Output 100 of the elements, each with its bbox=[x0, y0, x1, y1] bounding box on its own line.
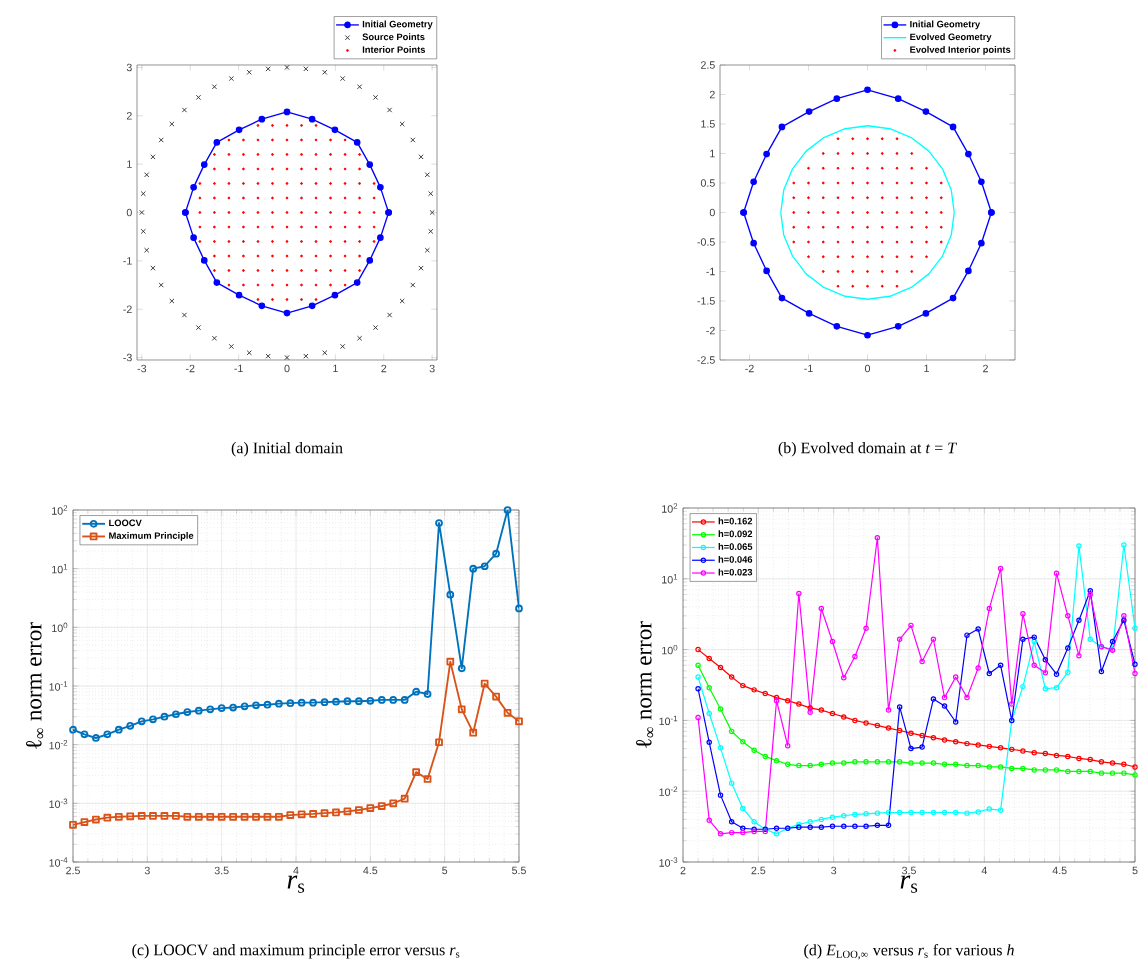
point bbox=[377, 184, 384, 191]
point bbox=[919, 760, 925, 766]
point bbox=[896, 636, 903, 643]
point bbox=[340, 343, 346, 350]
point bbox=[1065, 613, 1071, 619]
point bbox=[169, 298, 175, 304]
point bbox=[1098, 668, 1105, 675]
point bbox=[303, 66, 309, 72]
point bbox=[997, 662, 1004, 669]
point bbox=[894, 95, 902, 103]
point bbox=[1065, 645, 1071, 651]
legend-label: LOOCV bbox=[109, 519, 142, 527]
point bbox=[428, 228, 434, 235]
point bbox=[400, 696, 409, 704]
point bbox=[874, 822, 881, 829]
point bbox=[841, 813, 847, 819]
point bbox=[1042, 767, 1049, 773]
point bbox=[1042, 750, 1049, 757]
point bbox=[975, 626, 981, 632]
point bbox=[964, 632, 970, 638]
y-tick-label: 1 bbox=[710, 149, 715, 158]
point bbox=[978, 178, 985, 186]
point bbox=[217, 704, 226, 713]
point bbox=[389, 799, 398, 808]
point bbox=[322, 350, 328, 356]
point bbox=[908, 730, 914, 737]
point bbox=[1042, 657, 1049, 663]
point bbox=[386, 312, 393, 318]
point bbox=[762, 753, 769, 760]
point bbox=[908, 760, 914, 766]
point bbox=[919, 809, 925, 816]
point bbox=[885, 759, 892, 765]
point bbox=[717, 792, 724, 798]
point bbox=[283, 309, 291, 317]
point bbox=[286, 811, 295, 820]
point bbox=[773, 825, 780, 832]
point bbox=[784, 698, 791, 704]
point bbox=[366, 161, 374, 169]
point bbox=[235, 291, 243, 299]
point bbox=[964, 810, 970, 816]
point bbox=[412, 687, 420, 696]
point bbox=[975, 809, 981, 815]
point bbox=[930, 696, 937, 702]
point bbox=[1087, 636, 1093, 643]
point bbox=[252, 701, 260, 710]
x-tick-label: 5 bbox=[1132, 866, 1138, 875]
x-axis-title: r$_{s}$ bbox=[900, 875, 918, 893]
point bbox=[144, 247, 150, 253]
point bbox=[400, 794, 409, 803]
point bbox=[908, 745, 914, 752]
point bbox=[778, 294, 786, 302]
point bbox=[1020, 611, 1026, 617]
point bbox=[1076, 653, 1082, 659]
point bbox=[751, 819, 757, 825]
point bbox=[885, 809, 892, 816]
point bbox=[92, 734, 100, 742]
point bbox=[355, 806, 363, 814]
point bbox=[997, 764, 1004, 770]
point bbox=[818, 761, 825, 768]
legend-label: Source Points bbox=[362, 33, 425, 41]
point bbox=[169, 121, 175, 127]
point bbox=[275, 813, 283, 821]
point bbox=[1020, 683, 1026, 690]
point bbox=[429, 209, 435, 216]
y-tick-label: -2 bbox=[706, 326, 715, 335]
point bbox=[706, 655, 712, 662]
legend-label: Maximum Principle bbox=[109, 532, 194, 541]
point bbox=[356, 84, 363, 90]
point bbox=[213, 279, 221, 287]
point bbox=[515, 717, 523, 726]
point bbox=[320, 809, 329, 818]
text: (a) Initial domain bbox=[231, 442, 343, 457]
point bbox=[807, 762, 813, 769]
point bbox=[818, 816, 825, 823]
point bbox=[805, 108, 813, 116]
point bbox=[706, 685, 712, 691]
point bbox=[377, 802, 386, 810]
point bbox=[92, 815, 100, 824]
x-tick-label: 4.5 bbox=[1052, 866, 1067, 875]
point bbox=[297, 698, 306, 707]
point bbox=[1121, 770, 1127, 776]
point bbox=[1009, 746, 1015, 753]
x-tick-label: 1 bbox=[333, 364, 338, 373]
point bbox=[322, 69, 328, 75]
point bbox=[874, 722, 881, 729]
point bbox=[863, 759, 869, 765]
y-tick-label: 10$^{-3}$ bbox=[49, 798, 68, 809]
point bbox=[211, 84, 218, 90]
point bbox=[863, 811, 869, 817]
point bbox=[1121, 617, 1127, 624]
point bbox=[149, 715, 157, 724]
point bbox=[965, 267, 972, 275]
point bbox=[423, 775, 432, 783]
point bbox=[428, 191, 434, 197]
point bbox=[1020, 748, 1026, 754]
point bbox=[1042, 670, 1049, 676]
point bbox=[418, 154, 424, 160]
point bbox=[355, 697, 363, 706]
x-tick-label: 2 bbox=[983, 364, 988, 373]
point bbox=[841, 675, 847, 681]
